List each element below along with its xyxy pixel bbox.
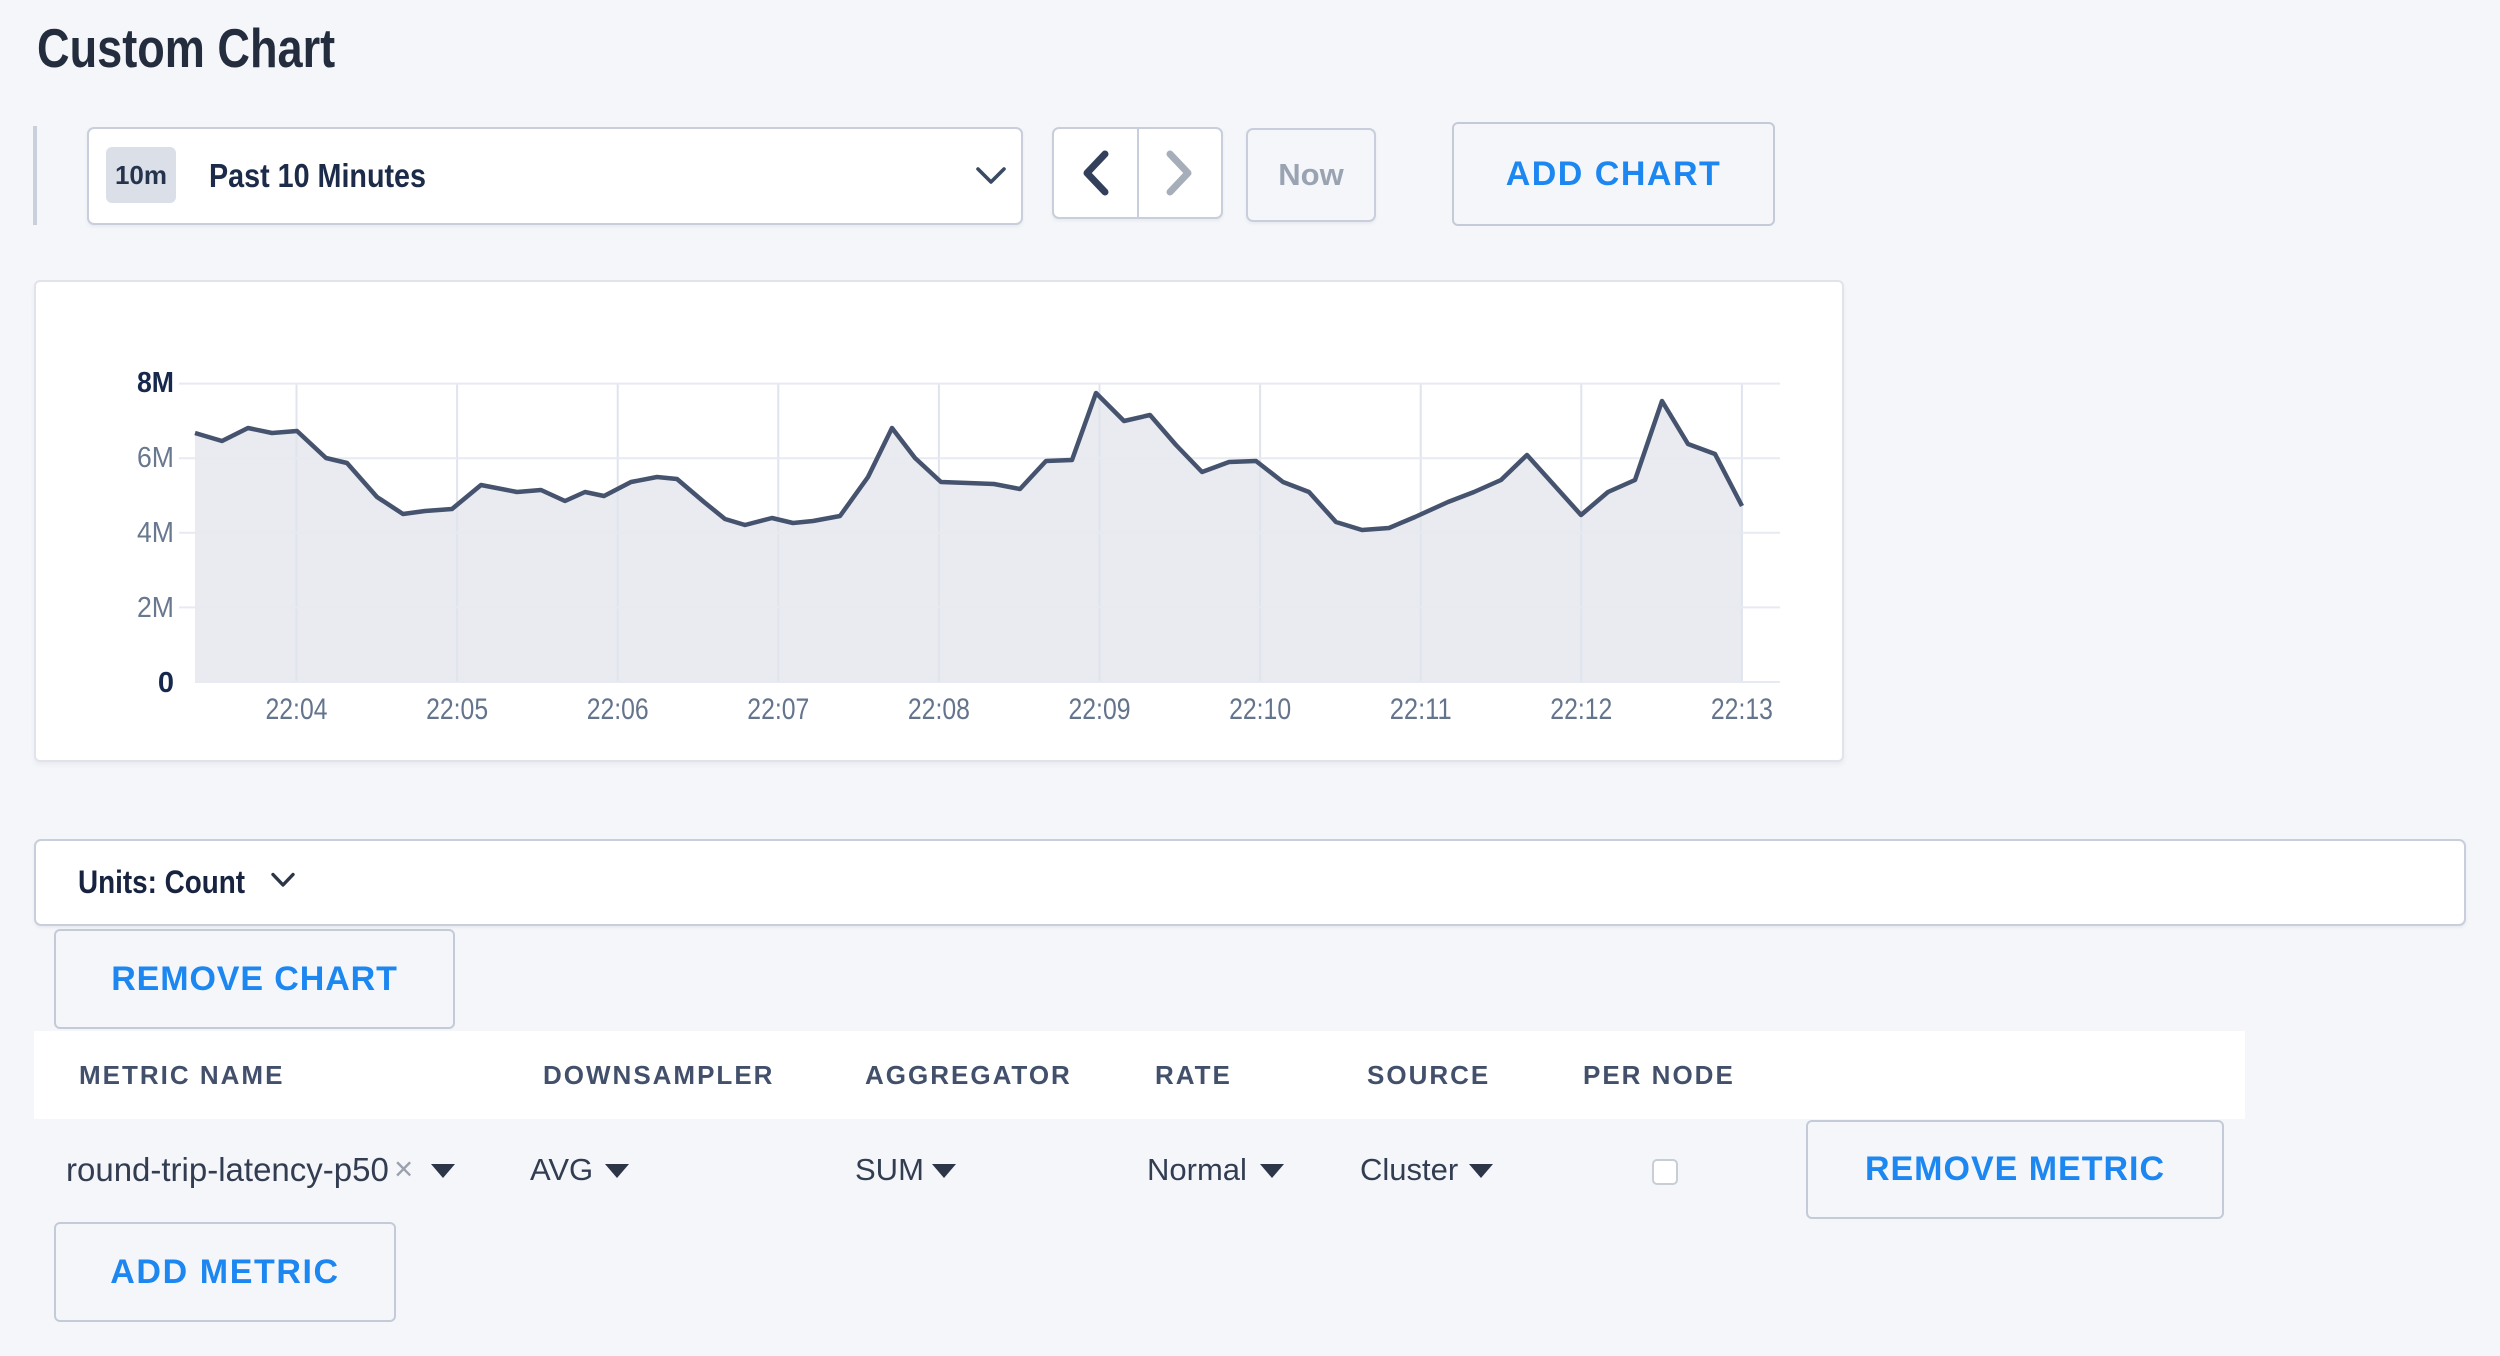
svg-text:22:13: 22:13 (1711, 693, 1773, 726)
svg-text:4M: 4M (137, 517, 174, 549)
svg-text:22:09: 22:09 (1069, 693, 1131, 726)
svg-text:22:08: 22:08 (908, 693, 970, 726)
svg-text:22:06: 22:06 (587, 693, 649, 726)
svg-text:22:05: 22:05 (426, 693, 488, 726)
svg-text:22:10: 22:10 (1229, 693, 1291, 726)
svg-text:22:04: 22:04 (266, 693, 328, 726)
svg-text:2M: 2M (137, 592, 174, 624)
svg-text:22:12: 22:12 (1550, 693, 1612, 726)
svg-text:0: 0 (158, 667, 174, 699)
svg-text:22:11: 22:11 (1390, 693, 1452, 726)
svg-text:22:07: 22:07 (747, 693, 809, 726)
svg-text:6M: 6M (137, 442, 174, 474)
svg-text:8M: 8M (137, 367, 174, 399)
